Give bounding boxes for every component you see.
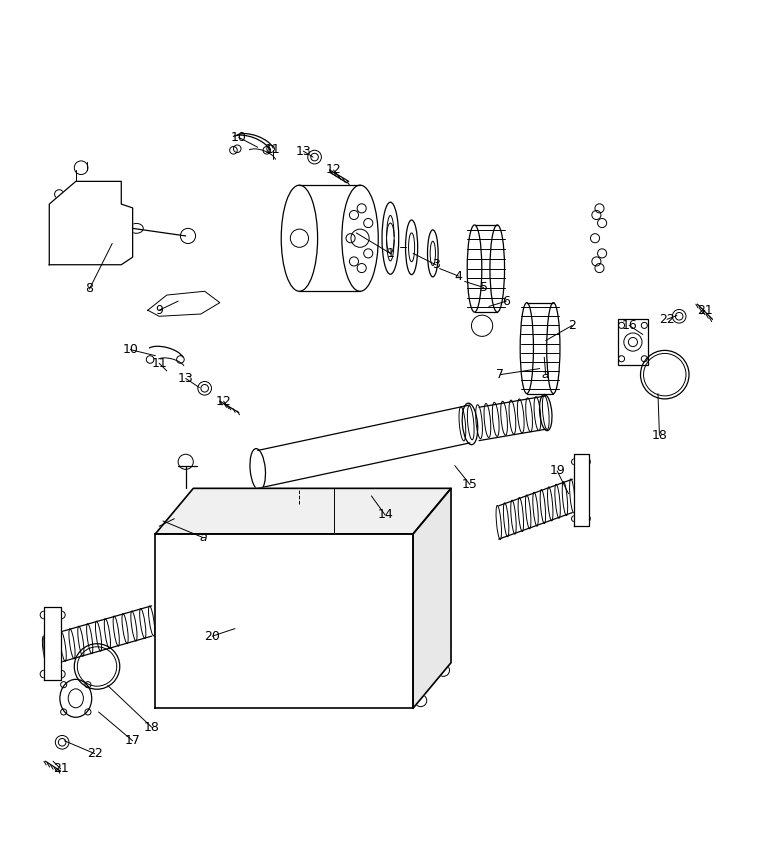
Text: 10: 10 [123, 343, 138, 356]
Text: 22: 22 [87, 747, 102, 760]
Polygon shape [574, 454, 589, 526]
Text: 18: 18 [652, 429, 667, 442]
Text: 4: 4 [455, 269, 462, 282]
Text: 22: 22 [659, 312, 675, 326]
Text: 6: 6 [503, 294, 510, 307]
Text: 12: 12 [326, 163, 341, 177]
Text: 13: 13 [296, 144, 311, 158]
Polygon shape [148, 292, 220, 316]
Text: 15: 15 [462, 478, 478, 491]
Text: 11: 11 [152, 356, 167, 369]
Polygon shape [155, 488, 451, 534]
Text: 3: 3 [432, 258, 440, 271]
Bar [618, 319, 648, 365]
Text: 14: 14 [377, 508, 393, 521]
Text: 2: 2 [568, 319, 576, 332]
Text: 16: 16 [622, 319, 637, 332]
Text: 17: 17 [125, 734, 140, 747]
Text: 9: 9 [155, 304, 163, 317]
Polygon shape [44, 608, 61, 680]
Text: 19: 19 [550, 464, 565, 477]
Text: 10: 10 [231, 131, 246, 144]
Text: 13: 13 [178, 372, 193, 385]
Polygon shape [49, 181, 133, 265]
Text: 5: 5 [480, 281, 487, 294]
Polygon shape [155, 534, 413, 709]
Text: 18: 18 [144, 721, 159, 734]
Text: 21: 21 [53, 762, 68, 775]
Text: 12: 12 [216, 394, 231, 407]
Polygon shape [413, 488, 451, 709]
Text: 8: 8 [86, 282, 93, 295]
Text: 21: 21 [697, 304, 713, 317]
Text: a: a [199, 531, 207, 544]
Text: 1: 1 [387, 247, 394, 260]
Text: 11: 11 [265, 143, 280, 156]
Text: 20: 20 [205, 630, 220, 643]
Text: a: a [542, 369, 550, 381]
Text: 7: 7 [496, 369, 504, 381]
